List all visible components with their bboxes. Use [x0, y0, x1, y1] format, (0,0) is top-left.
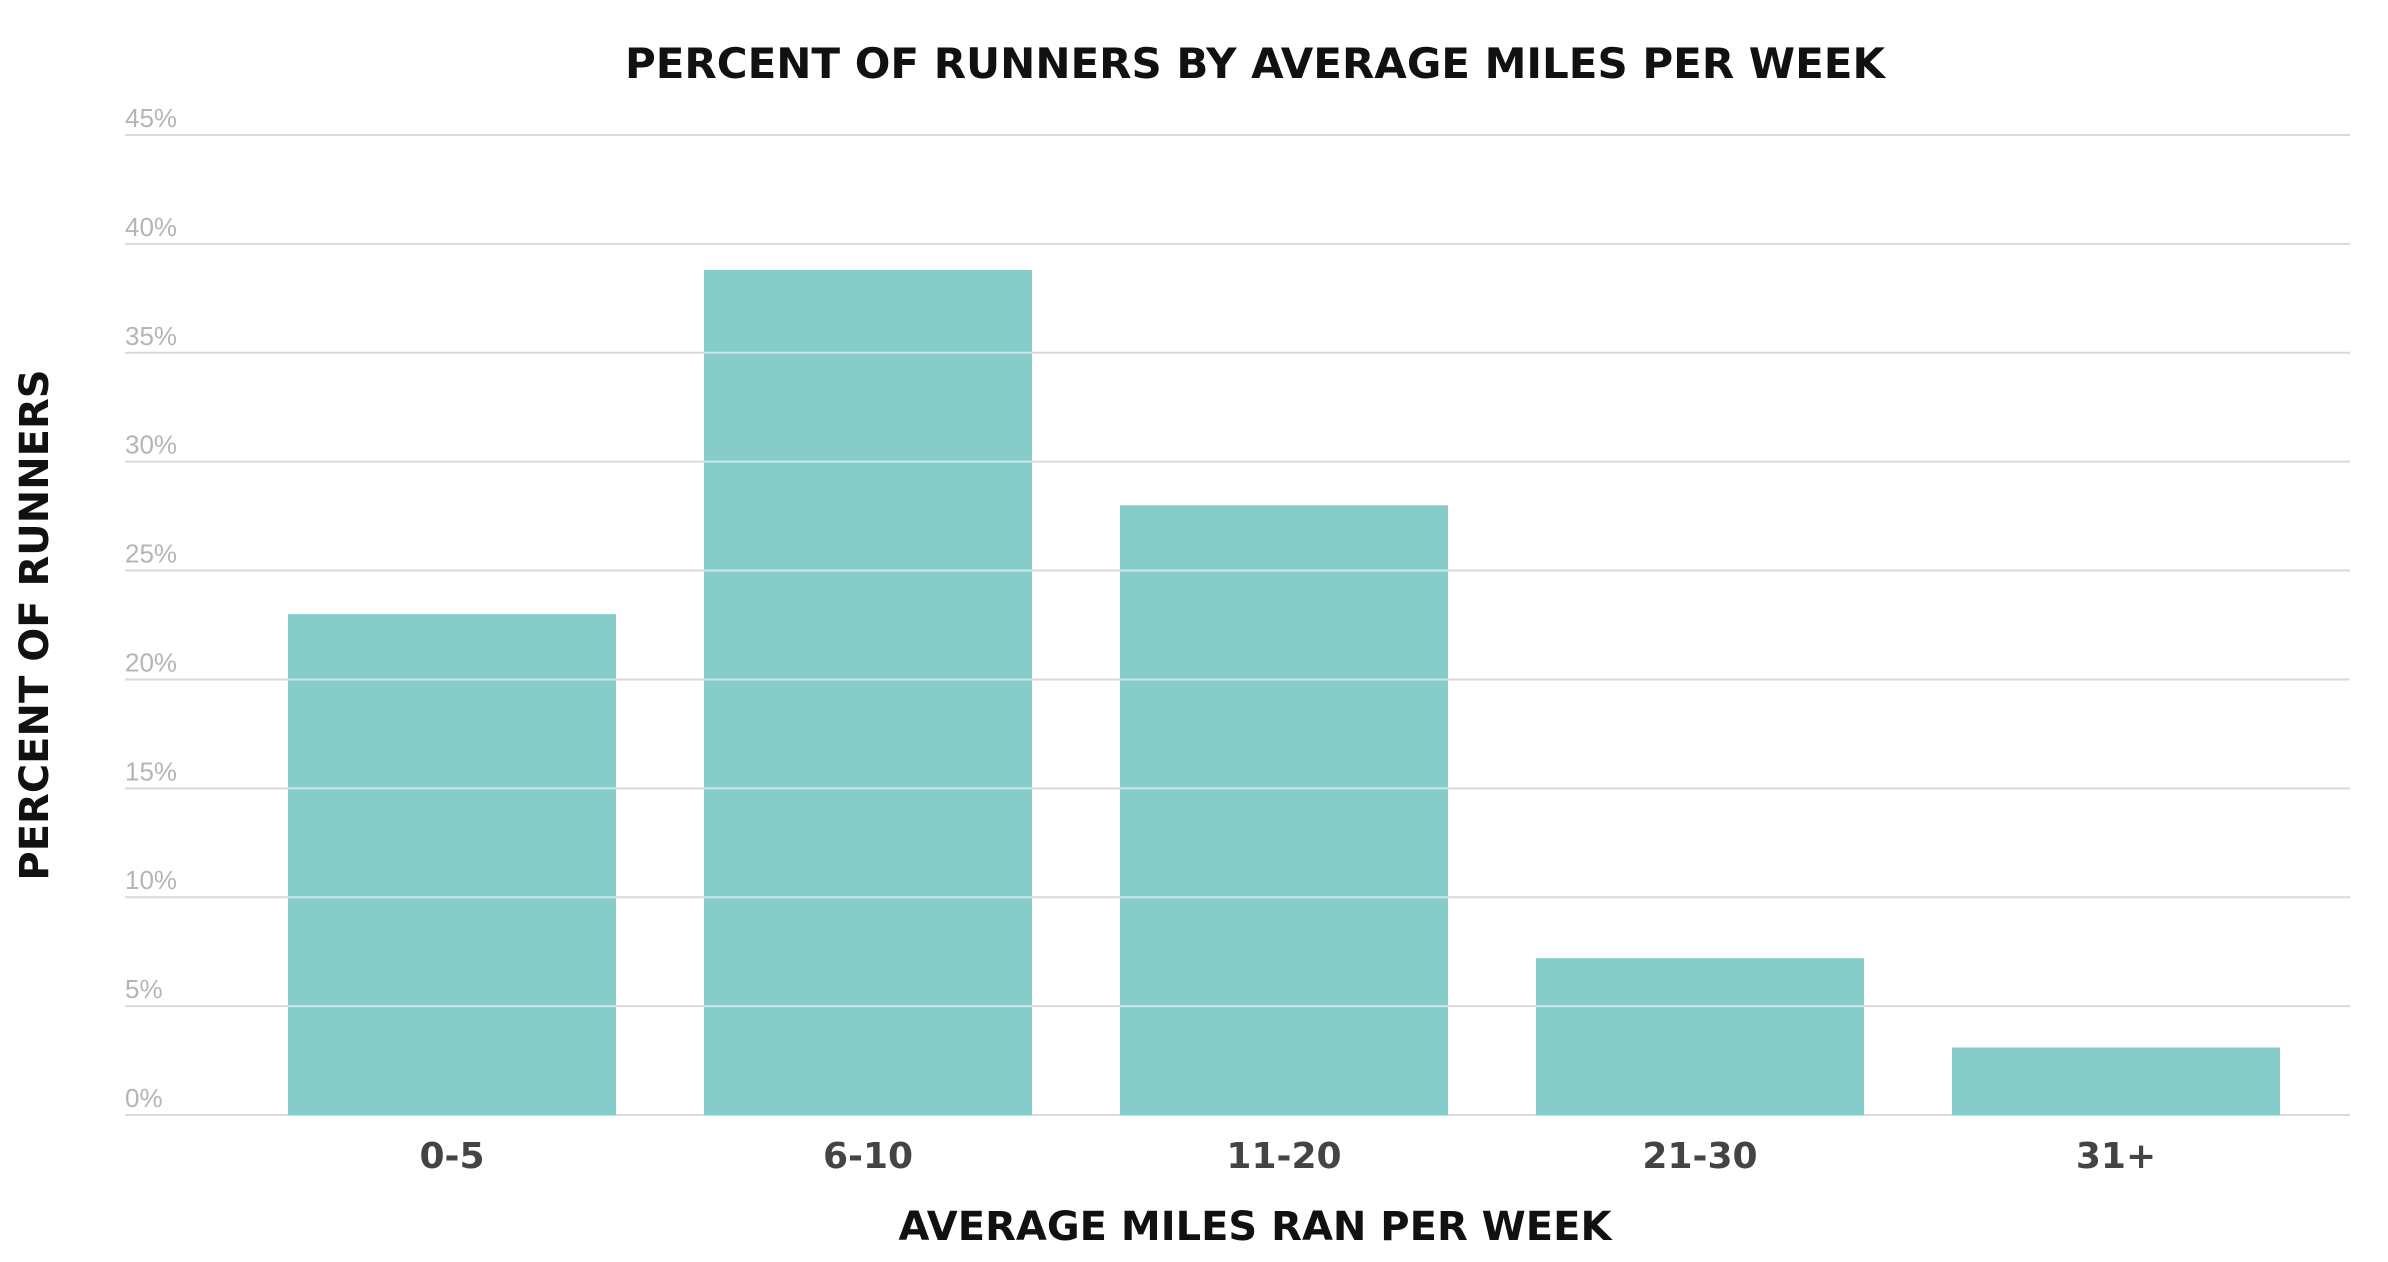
x-tick-label: 21-30: [1642, 1136, 1757, 1177]
bar-gridline-overlay: [288, 351, 1864, 1008]
x-axis-title: AVERAGE MILES RAN PER WEEK: [899, 1204, 1614, 1250]
bar: [288, 614, 616, 1115]
y-tick-label: 20%: [125, 647, 177, 677]
x-axis-ticks: 0-5 6-10 11-20 21-30 31+: [419, 1136, 2156, 1177]
x-tick-label: 0-5: [419, 1136, 484, 1177]
bar: [1120, 505, 1448, 1115]
bars: [288, 270, 2280, 1115]
x-tick-label: 6-10: [823, 1136, 913, 1177]
y-tick-label: 30%: [125, 430, 177, 460]
bar: [1536, 958, 1864, 1115]
y-tick-label: 25%: [125, 539, 177, 569]
chart-title: PERCENT OF RUNNERS BY AVERAGE MILES PER …: [625, 39, 1887, 88]
y-tick-label: 35%: [125, 321, 177, 351]
y-axis-ticks: 0% 5% 10% 15% 20% 25% 30% 35% 40% 45%: [125, 103, 177, 1113]
bar: [704, 270, 1032, 1115]
bar: [1952, 1047, 2280, 1115]
y-tick-label: 0%: [125, 1083, 163, 1113]
y-tick-label: 5%: [125, 974, 163, 1004]
y-axis-title: PERCENT OF RUNNERS: [12, 369, 58, 880]
y-tick-label: 40%: [125, 212, 177, 242]
y-tick-label: 10%: [125, 865, 177, 895]
y-tick-label: 15%: [125, 756, 177, 786]
y-tick-label: 45%: [125, 103, 177, 133]
x-tick-label: 11-20: [1226, 1136, 1341, 1177]
x-tick-label: 31+: [2076, 1136, 2156, 1177]
